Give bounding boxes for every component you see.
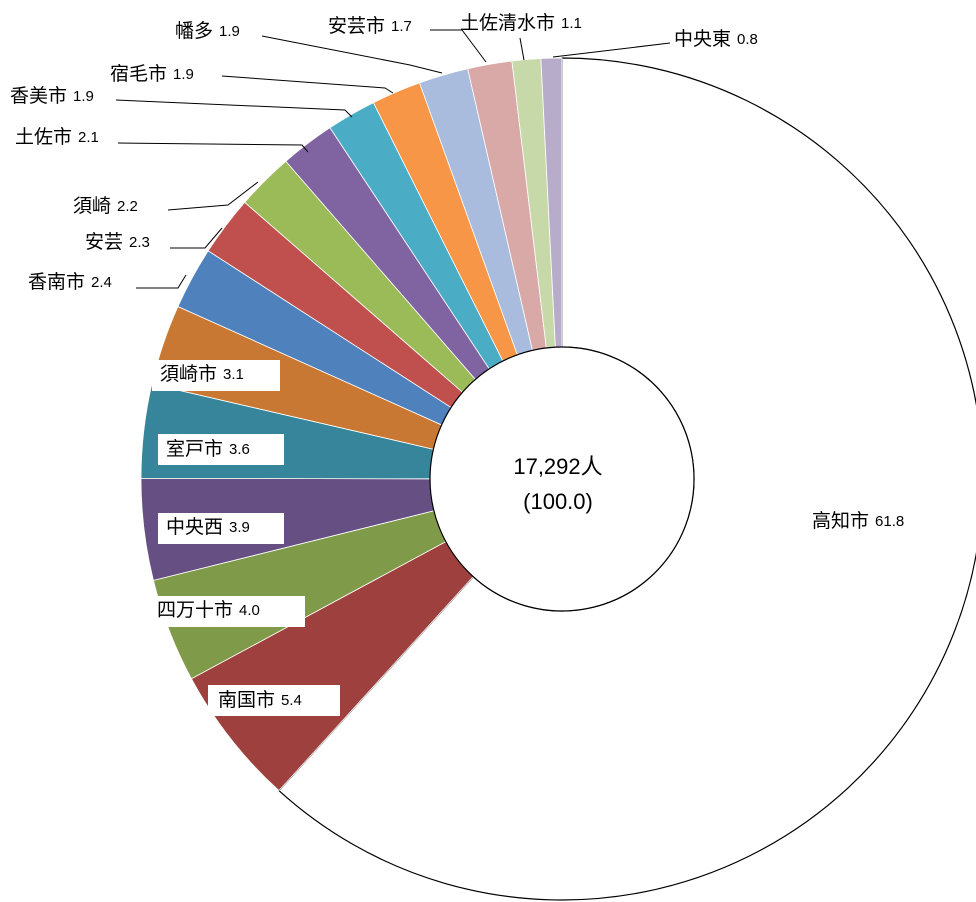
- value-label: 2.3: [129, 234, 150, 251]
- data-label: 安芸 2.3: [85, 231, 150, 253]
- data-label: 幡多 1.9: [175, 20, 240, 42]
- data-label: 須崎市 3.1: [160, 363, 244, 385]
- data-label: 土佐清水市 1.1: [460, 12, 582, 34]
- category-name: 須崎: [73, 195, 111, 217]
- data-label: 中央西 3.9: [166, 516, 250, 538]
- data-label: 四万十市 4.0: [157, 599, 260, 621]
- category-name: 土佐清水市: [460, 12, 555, 34]
- category-name: 中央西: [166, 516, 223, 538]
- value-label: 2.4: [91, 274, 112, 291]
- leader-line: [170, 227, 223, 249]
- leader-line: [167, 181, 259, 211]
- value-label: 1.9: [173, 66, 194, 83]
- data-label: 室戸市 3.6: [166, 438, 250, 460]
- data-label: 宿毛市 1.9: [110, 63, 194, 85]
- value-label: 61.8: [875, 513, 904, 530]
- data-label: 香南市 2.4: [28, 271, 112, 293]
- category-name: 四万十市: [157, 599, 233, 621]
- category-name: 幡多: [175, 20, 213, 42]
- label-box: [158, 434, 284, 465]
- labels: 高知市 61.8 南国市 5.4 四万十市 4.0 中央西 3.9 室戸市 3.6 須崎市 3.1 香南…: [10, 12, 904, 716]
- label-box: [152, 360, 280, 391]
- value-label: 0.8: [737, 31, 758, 48]
- value-label: 3.9: [229, 519, 250, 536]
- category-name: 香南市: [28, 271, 85, 293]
- data-label: 須崎 2.2: [73, 195, 138, 217]
- leader-line: [115, 99, 353, 118]
- leader-line: [519, 37, 525, 61]
- slices: [140, 57, 976, 901]
- value-label: 5.4: [281, 692, 302, 709]
- donut-hole: [429, 346, 695, 612]
- category-name: 室戸市: [166, 438, 223, 460]
- category-name: 高知市: [812, 510, 869, 532]
- leader-line: [430, 29, 487, 63]
- data-label: 南国市 5.4: [218, 689, 302, 711]
- value-label: 2.1: [78, 129, 99, 146]
- value-label: 3.6: [229, 441, 250, 458]
- value-label: 4.0: [239, 602, 260, 619]
- data-label: 安芸市 1.7: [328, 15, 412, 37]
- value-label: 1.9: [219, 23, 240, 40]
- value-label: 1.7: [391, 18, 412, 35]
- data-label: 高知市 61.8: [812, 510, 904, 532]
- category-name: 香美市: [10, 85, 67, 107]
- label-box: [150, 596, 305, 627]
- category-name: 土佐市: [15, 126, 72, 148]
- leader-line: [552, 42, 671, 58]
- leader-line: [136, 274, 187, 289]
- leader-line: [221, 75, 394, 94]
- category-name: 南国市: [218, 689, 275, 711]
- center-sublabel: (100.0): [523, 489, 593, 514]
- data-label: 中央東 0.8: [674, 28, 758, 50]
- category-name: 須崎市: [160, 363, 217, 385]
- leader-line: [117, 142, 309, 153]
- value-label: 2.2: [117, 198, 138, 215]
- center-label: 17,292人: [513, 454, 602, 479]
- data-label: 香美市 1.9: [10, 85, 94, 107]
- category-name: 安芸市: [328, 15, 385, 37]
- label-box: [208, 685, 340, 716]
- data-label: 土佐市 2.1: [15, 126, 99, 148]
- value-label: 1.1: [561, 15, 582, 32]
- category-name: 宿毛市: [110, 63, 167, 85]
- leader-line: [261, 35, 443, 74]
- category-name: 安芸: [85, 231, 123, 253]
- label-box: [158, 513, 284, 544]
- category-name: 中央東: [674, 28, 731, 50]
- value-label: 3.1: [223, 366, 244, 383]
- value-label: 1.9: [73, 88, 94, 105]
